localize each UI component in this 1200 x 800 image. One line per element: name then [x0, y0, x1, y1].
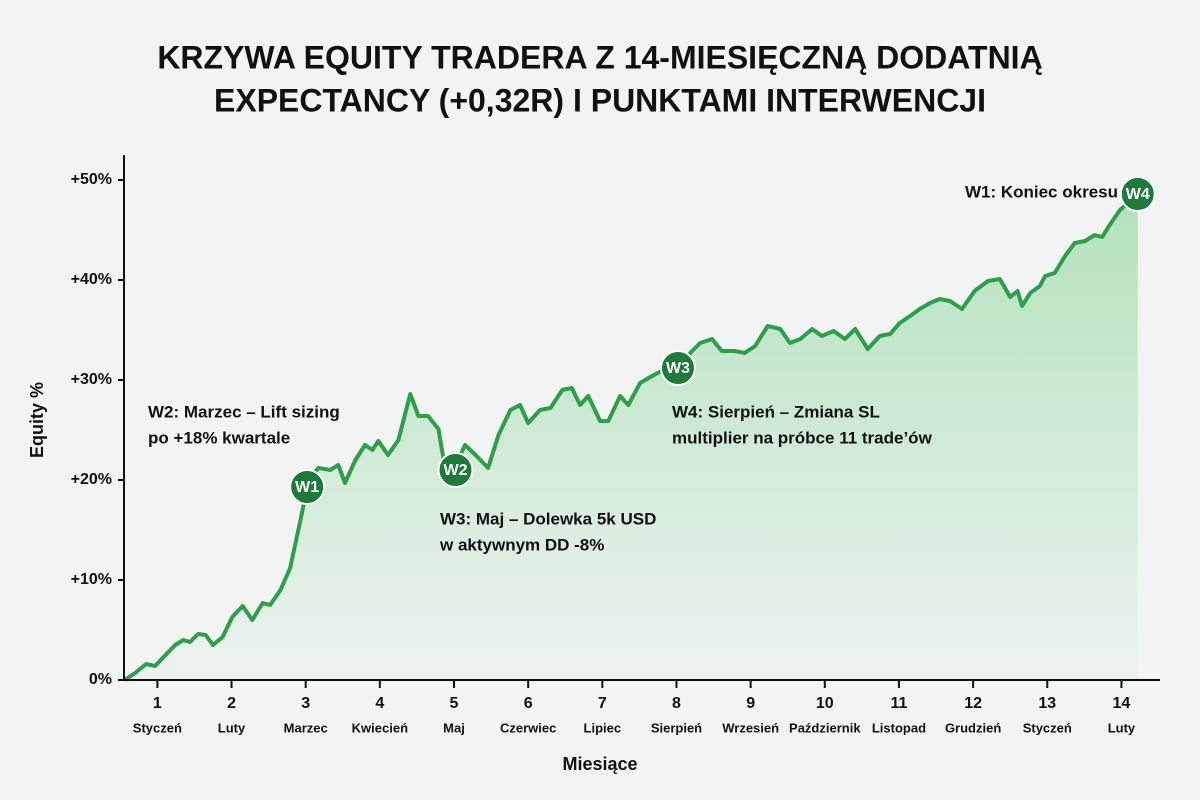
y-tick-label: +50%: [71, 171, 112, 188]
y-tick-label: +40%: [71, 271, 112, 288]
marker-label: W1: [295, 479, 319, 496]
x-tick-label: 6: [524, 695, 533, 712]
month-name: Maj: [443, 720, 465, 735]
month-name: Lipiec: [584, 720, 622, 735]
month-name: Kwiecień: [352, 720, 408, 735]
intervention-marker: [1119, 176, 1156, 212]
y-tick-label: 0%: [89, 671, 112, 688]
x-tick-label: 8: [672, 695, 681, 712]
x-tick-label: 10: [816, 695, 834, 712]
x-tick-label: 5: [450, 695, 459, 712]
month-name: Marzec: [284, 720, 328, 735]
y-tick-label: +20%: [71, 471, 112, 488]
month-name: Sierpień: [651, 720, 702, 735]
y-axis-label: Equity %: [27, 382, 47, 458]
annotation: W3: Maj – Dolewka 5k USD: [440, 509, 656, 528]
intervention-marker: [437, 452, 474, 488]
x-tick-label: 4: [375, 695, 384, 712]
y-tick-label: +10%: [71, 571, 112, 588]
month-name: Październik: [789, 720, 861, 735]
month-name: Czerwiec: [500, 720, 556, 735]
month-name: Styczeń: [133, 720, 182, 735]
annotation: w aktywnym DD -8%: [439, 535, 604, 554]
annotation: po +18% kwartale: [148, 428, 290, 447]
area: [124, 194, 1138, 680]
month-name: Wrzesień: [722, 720, 779, 735]
chart-title: KRZYWA EQUITY TRADERA Z 14-MIESIĘCZNĄ DO…: [157, 39, 1042, 75]
intervention-marker: [289, 469, 326, 505]
month-name: Styczeń: [1023, 720, 1072, 735]
x-tick-label: 11: [890, 695, 907, 712]
x-tick-label: 2: [227, 695, 236, 712]
annotation: W1: Koniec okresu: [965, 182, 1118, 201]
x-tick-label: 14: [1113, 695, 1131, 712]
x-axis-label: Miesiące: [562, 754, 637, 774]
month-name: Luty: [1108, 720, 1136, 735]
month-name: Luty: [218, 720, 246, 735]
annotation: W4: Sierpień – Zmiana SL: [672, 402, 880, 421]
x-tick-label: 3: [301, 695, 310, 712]
annotation: W2: Marzec – Lift sizing: [148, 402, 340, 421]
annotation: multiplier na próbce 11 trade’ów: [672, 428, 933, 447]
month-name: Listopad: [872, 720, 926, 735]
x-tick-label: 7: [598, 695, 607, 712]
y-tick-label: +30%: [71, 371, 112, 388]
chart-title: EXPECTANCY (+0,32R) I PUNKTAMI INTERWENC…: [214, 82, 986, 118]
x-tick-label: 12: [964, 695, 982, 712]
x-tick-label: 9: [746, 695, 755, 712]
marker-label: W4: [1126, 186, 1150, 203]
marker-label: W2: [443, 462, 467, 479]
x-tick-label: 1: [153, 695, 162, 712]
month-name: Grudzień: [945, 720, 1001, 735]
equity-line: [123, 192, 1140, 682]
intervention-marker: [659, 350, 696, 386]
x-tick-label: 13: [1038, 695, 1056, 712]
marker-label: W3: [666, 360, 690, 377]
